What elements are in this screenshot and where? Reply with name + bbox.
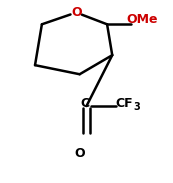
Text: CF: CF [116, 97, 133, 110]
Text: 3: 3 [134, 102, 140, 112]
Text: C: C [80, 97, 89, 110]
Text: O: O [74, 147, 85, 160]
Text: OMe: OMe [126, 13, 157, 26]
Text: O: O [71, 6, 81, 19]
